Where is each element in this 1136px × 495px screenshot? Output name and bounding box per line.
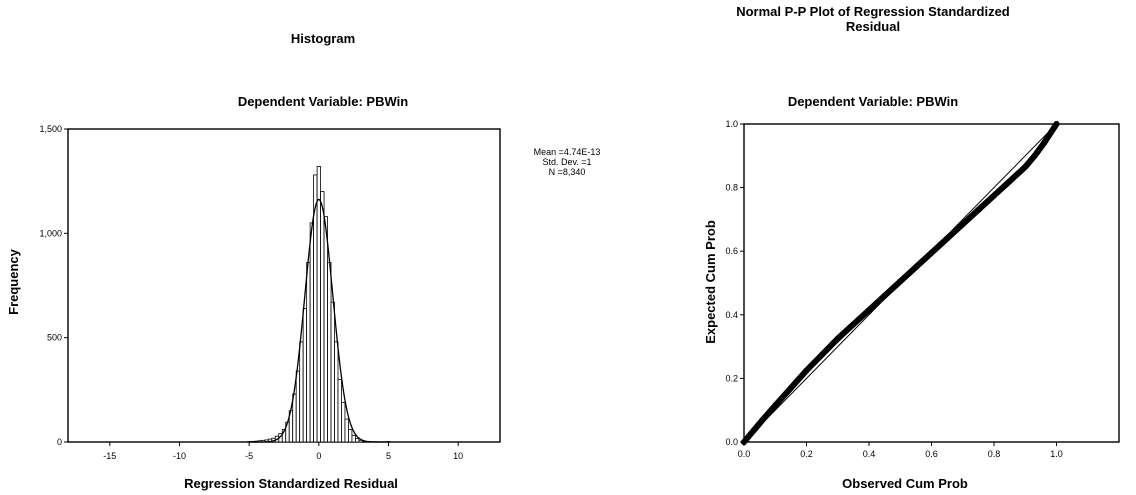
pp-point [759, 416, 766, 423]
pp-x-tick-label: 0.8 [988, 449, 1001, 459]
pp-y-tick-label: 1.0 [725, 119, 738, 129]
histogram-bar [334, 341, 339, 443]
pp-point [866, 307, 872, 314]
histogram-bar [316, 166, 321, 443]
histogram-x-tick-label: 10 [453, 451, 463, 461]
histogram-bar [330, 301, 335, 443]
histogram-bar [292, 393, 297, 443]
histogram-x-ticks: -15 -10 -5 0 5 10 [103, 442, 463, 461]
histogram-bar [348, 429, 353, 443]
pp-point [834, 335, 841, 342]
histogram-bar [355, 438, 360, 443]
pp-x-axis-label: Observed Cum Prob [842, 476, 968, 491]
pp-point [1053, 121, 1060, 127]
histogram-bar [320, 191, 325, 443]
pp-point [772, 402, 779, 409]
pp-x-ticks: 0.0 0.2 0.4 0.6 0.8 1.0 [738, 442, 1063, 459]
histogram-subtitle: Dependent Variable: PBWin [238, 94, 408, 109]
pp-point [897, 278, 904, 285]
pp-x-tick-label: 0.2 [800, 449, 813, 459]
pp-point [803, 367, 810, 374]
normal-curve [249, 198, 389, 443]
pp-y-tick-label: 0.4 [725, 310, 738, 320]
pp-y-axis-label: Expected Cum Prob [703, 220, 718, 344]
histogram-bar [337, 378, 342, 443]
histogram-plot-frame [67, 128, 501, 443]
pp-x-tick-label: 0.4 [863, 449, 876, 459]
pp-y-tick-label: 0.0 [725, 437, 738, 447]
histogram-y-tick-label: 1,500 [39, 124, 62, 134]
pp-point [1006, 178, 1013, 185]
pp-point [912, 264, 919, 271]
histogram-y-tick-label: 0 [57, 437, 62, 447]
histogram-y-tick-label: 500 [47, 333, 62, 343]
pp-point [975, 206, 982, 213]
histogram-y-axis-label: Frequency [6, 248, 21, 315]
stats-n: N =8,340 [549, 167, 586, 177]
histogram-bar [295, 370, 301, 443]
histogram-chart: Histogram Dependent Variable: PBWin -15-… [6, 31, 600, 491]
histogram-bar [309, 222, 315, 443]
pp-x-tick-label: 1.0 [1050, 449, 1063, 459]
pp-points [741, 121, 1060, 445]
pp-subtitle: Dependent Variable: PBWin [788, 94, 958, 109]
pp-title-line-2: Residual [846, 19, 900, 34]
histogram-x-axis-label: Regression Standardized Residual [184, 476, 398, 491]
histogram-bar [344, 418, 349, 443]
pp-point [928, 249, 935, 256]
pp-point [819, 351, 826, 358]
histogram-y-ticks: 0 500 1,000 1,500 [39, 124, 68, 447]
stats-sd: Std. Dev. =1 [542, 157, 591, 167]
pp-y-tick-label: 0.2 [725, 373, 738, 383]
pp-plot-frame [743, 123, 1120, 443]
histogram-x-tick-label: -15 [103, 451, 116, 461]
pp-y-tick-label: 0.8 [725, 183, 738, 193]
pp-point [944, 235, 951, 242]
histogram-x-tick-label: 5 [386, 451, 391, 461]
pp-y-ticks: 0.0 0.2 0.4 0.6 0.8 1.0 [725, 119, 744, 447]
pp-title-line-1: Normal P-P Plot of Regression Standardiz… [736, 4, 1010, 19]
histogram-y-tick-label: 1,000 [39, 228, 62, 238]
pp-y-tick-label: 0.6 [725, 246, 738, 256]
pp-point [1041, 140, 1047, 147]
pp-point [750, 427, 757, 434]
pp-point [850, 321, 857, 328]
histogram-bar [341, 401, 346, 443]
histogram-bar [306, 262, 311, 443]
histogram-bar [327, 262, 332, 443]
pp-point [1031, 152, 1038, 159]
histogram-x-tick-label: 0 [316, 451, 321, 461]
pp-point [991, 192, 997, 199]
pp-point [1022, 163, 1029, 170]
histogram-title: Histogram [291, 31, 355, 46]
pp-x-tick-label: 0.0 [738, 449, 751, 459]
pp-x-tick-label: 0.6 [925, 449, 938, 459]
histogram-bar [299, 341, 304, 443]
pp-point [959, 221, 966, 228]
histogram-bar [323, 216, 328, 443]
pp-point [881, 292, 888, 299]
histogram-x-tick-label: -10 [173, 451, 186, 461]
histogram-bar [351, 434, 356, 443]
pp-point [787, 384, 794, 391]
histogram-x-tick-label: -5 [245, 451, 253, 461]
histogram-bar [302, 308, 308, 443]
histogram-bars [247, 166, 391, 443]
pp-plot-chart: Normal P-P Plot of Regression Standardiz… [703, 4, 1120, 491]
stats-mean: Mean =4.74E-13 [534, 147, 601, 157]
